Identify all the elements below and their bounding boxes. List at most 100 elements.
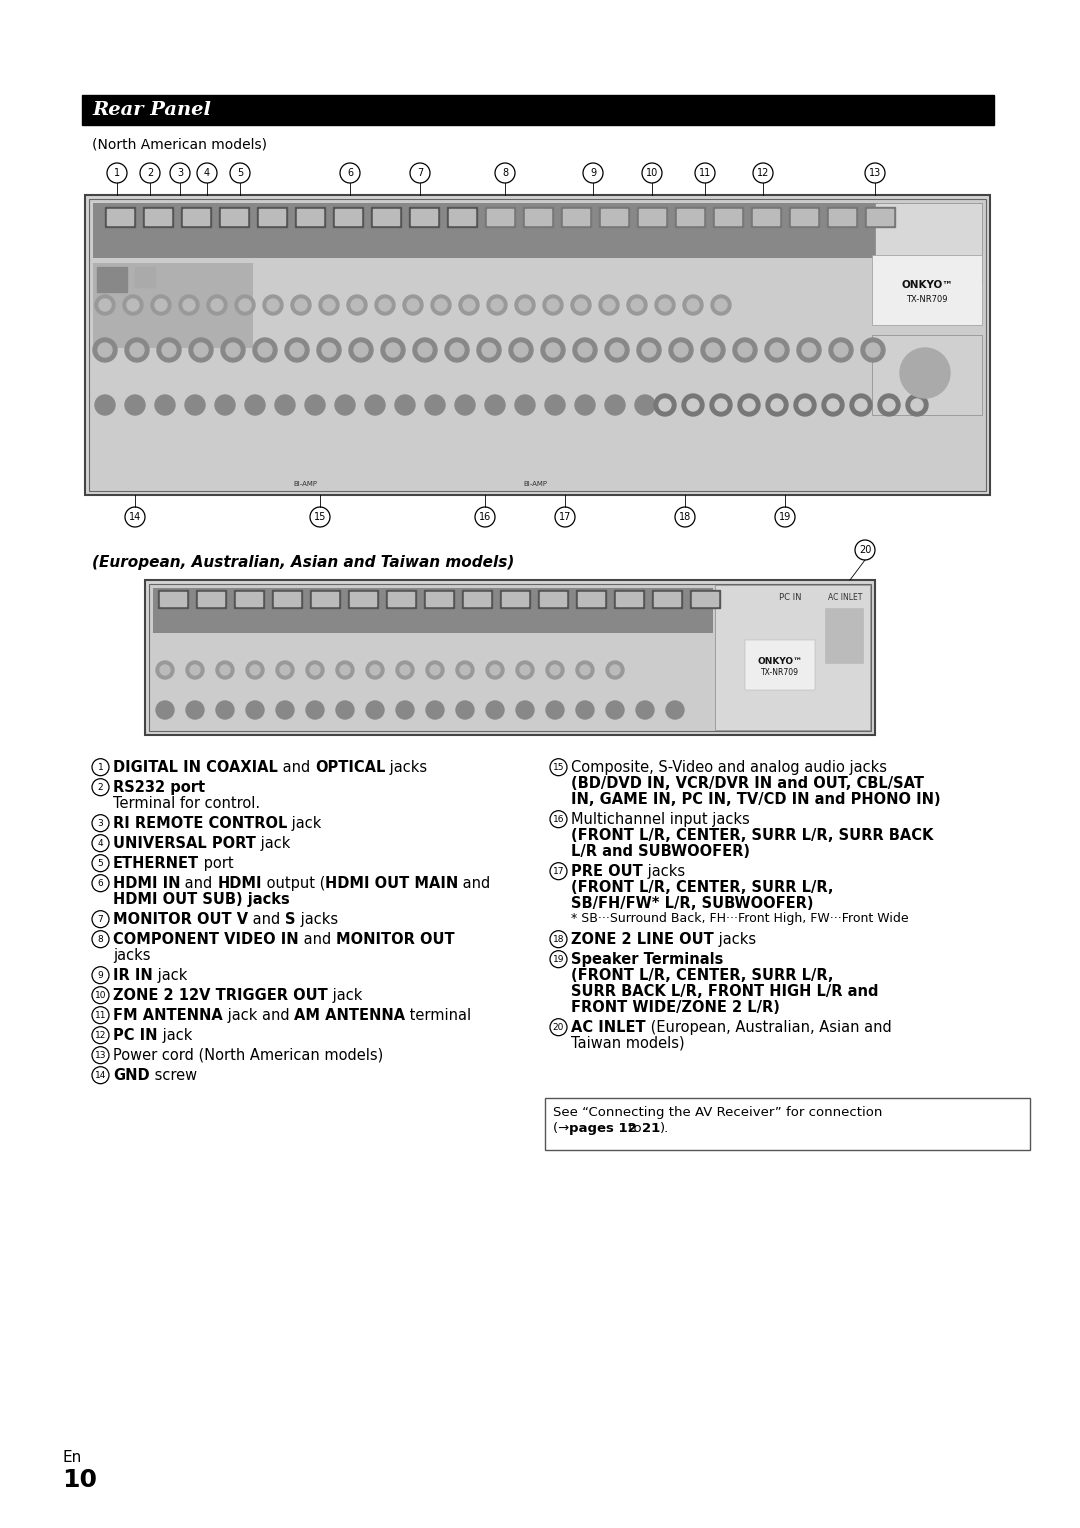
Text: UNIVERSAL PORT: UNIVERSAL PORT <box>113 836 256 851</box>
Text: 16: 16 <box>478 512 491 523</box>
Text: jacks: jacks <box>386 759 428 775</box>
Text: MONITOR OUT V: MONITOR OUT V <box>113 912 248 927</box>
Circle shape <box>267 299 279 312</box>
Circle shape <box>305 396 325 416</box>
Bar <box>409 206 438 228</box>
Circle shape <box>456 701 474 720</box>
Circle shape <box>183 299 195 312</box>
Bar <box>372 206 401 228</box>
Text: DIGITAL IN COAXIAL: DIGITAL IN COAXIAL <box>113 759 278 775</box>
Text: HDMI: HDMI <box>217 876 261 891</box>
Text: Power cord (North American models): Power cord (North American models) <box>113 1048 383 1063</box>
Circle shape <box>543 295 563 315</box>
Circle shape <box>715 299 727 312</box>
Circle shape <box>654 295 675 315</box>
Circle shape <box>771 399 783 411</box>
Bar <box>538 590 568 608</box>
Circle shape <box>455 396 475 416</box>
Circle shape <box>151 295 171 315</box>
Circle shape <box>318 338 341 362</box>
Text: IN, GAME IN, PC IN, TV/CD IN and PHONO IN): IN, GAME IN, PC IN, TV/CD IN and PHONO I… <box>571 792 941 807</box>
Bar <box>692 591 718 607</box>
Bar <box>93 263 253 348</box>
Bar <box>149 584 870 730</box>
Circle shape <box>666 701 684 720</box>
Circle shape <box>642 342 656 358</box>
Bar <box>576 590 606 608</box>
Circle shape <box>306 701 324 720</box>
Text: 11: 11 <box>95 1010 106 1019</box>
Circle shape <box>827 399 839 411</box>
Text: Rear Panel: Rear Panel <box>92 101 211 119</box>
Text: BI-AMP: BI-AMP <box>523 481 546 487</box>
Circle shape <box>220 665 230 675</box>
Circle shape <box>687 299 699 312</box>
Circle shape <box>322 342 336 358</box>
Circle shape <box>291 295 311 315</box>
Circle shape <box>418 342 432 358</box>
Circle shape <box>186 701 204 720</box>
Bar <box>145 209 171 225</box>
Circle shape <box>575 299 588 312</box>
Text: and: and <box>180 876 217 891</box>
Circle shape <box>711 295 731 315</box>
Bar <box>872 335 982 416</box>
Text: 4: 4 <box>204 168 211 177</box>
Text: jack: jack <box>256 836 291 851</box>
Text: (European, Australian, Asian and Taiwan models): (European, Australian, Asian and Taiwan … <box>92 555 514 570</box>
Bar <box>715 585 870 730</box>
Circle shape <box>323 299 335 312</box>
Circle shape <box>486 662 504 678</box>
Circle shape <box>900 348 950 397</box>
Circle shape <box>519 299 531 312</box>
Bar <box>753 209 779 225</box>
Bar <box>424 590 454 608</box>
Text: 13: 13 <box>95 1051 106 1060</box>
Circle shape <box>515 295 535 315</box>
Circle shape <box>599 295 619 315</box>
Circle shape <box>546 342 561 358</box>
Circle shape <box>576 662 594 678</box>
Circle shape <box>336 701 354 720</box>
Bar <box>599 206 629 228</box>
Text: GND: GND <box>113 1068 150 1083</box>
Circle shape <box>245 396 265 416</box>
Circle shape <box>276 662 294 678</box>
Text: AC INLET: AC INLET <box>827 593 862 602</box>
Circle shape <box>546 299 559 312</box>
Bar <box>105 206 135 228</box>
Text: ZONE 2 LINE OUT: ZONE 2 LINE OUT <box>571 932 714 947</box>
Circle shape <box>125 396 145 416</box>
Text: screw: screw <box>150 1068 197 1083</box>
Circle shape <box>127 299 139 312</box>
Bar <box>183 209 210 225</box>
Circle shape <box>456 662 474 678</box>
Circle shape <box>430 665 440 675</box>
Bar <box>675 206 705 228</box>
Text: 7: 7 <box>97 915 104 924</box>
Circle shape <box>545 396 565 416</box>
Bar <box>789 206 819 228</box>
Circle shape <box>766 394 788 416</box>
Circle shape <box>216 701 234 720</box>
Bar <box>654 591 680 607</box>
Circle shape <box>194 342 208 358</box>
Text: 15: 15 <box>553 762 564 772</box>
Text: AC INLET: AC INLET <box>571 1021 646 1034</box>
Text: jacks: jacks <box>113 947 150 963</box>
Bar <box>348 590 378 608</box>
Text: pages 12: pages 12 <box>569 1122 637 1135</box>
Text: 14: 14 <box>129 512 141 523</box>
Bar <box>615 590 644 608</box>
Text: 20: 20 <box>553 1022 564 1031</box>
Circle shape <box>403 295 423 315</box>
Circle shape <box>681 394 704 416</box>
Circle shape <box>490 665 500 675</box>
Text: 7: 7 <box>417 168 423 177</box>
Circle shape <box>239 299 251 312</box>
Circle shape <box>659 299 671 312</box>
Bar <box>865 206 895 228</box>
Circle shape <box>802 342 816 358</box>
Circle shape <box>580 665 590 675</box>
Bar <box>335 209 361 225</box>
